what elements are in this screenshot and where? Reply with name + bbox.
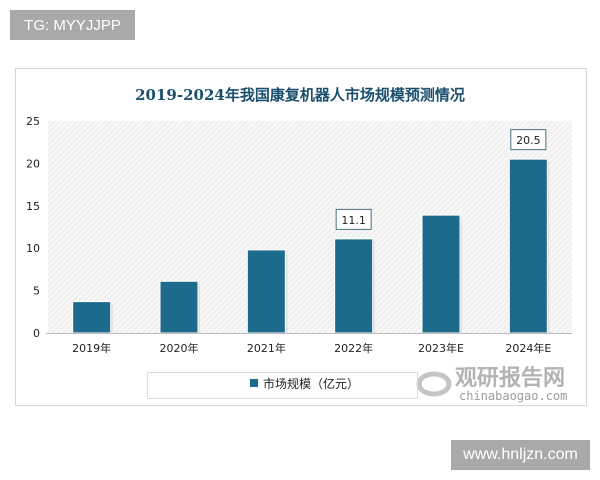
bar-2023年E bbox=[421, 214, 461, 334]
x-tick-label: 2019年 bbox=[72, 341, 111, 355]
y-tick-label: 20 bbox=[26, 157, 40, 170]
logo-swirl-icon bbox=[416, 371, 452, 397]
bar-2020年 bbox=[159, 280, 199, 334]
legend-label: 市场规模（亿元） bbox=[263, 376, 359, 391]
watermark-logo: 观研报告网 chinabaogao.com bbox=[416, 366, 567, 403]
watermark-logo-cn: 观研报告网 bbox=[455, 366, 565, 391]
x-tick-label: 2023年E bbox=[418, 341, 464, 355]
y-tick-label: 10 bbox=[26, 242, 40, 255]
watermark-logo-en: chinabaogao.com bbox=[459, 389, 567, 403]
chart-card bbox=[15, 68, 587, 406]
y-tick-label: 0 bbox=[33, 327, 40, 340]
watermark-tag-bottom-right: www.hnljzn.com bbox=[451, 440, 590, 470]
x-tick-label: 2022年 bbox=[334, 341, 373, 355]
bar-2022年 bbox=[334, 238, 374, 334]
data-label: 20.5 bbox=[516, 134, 541, 147]
y-tick-label: 25 bbox=[26, 115, 40, 128]
data-label: 11.1 bbox=[341, 214, 366, 227]
legend-box bbox=[147, 372, 418, 399]
watermark-tag-top-left: TG: MYYJJPP bbox=[10, 10, 135, 40]
y-tick-label: 5 bbox=[33, 285, 40, 298]
legend-swatch bbox=[250, 379, 258, 387]
data-label-box bbox=[510, 129, 547, 151]
plot-area bbox=[48, 121, 572, 333]
x-tick-label: 2024年E bbox=[505, 341, 551, 355]
x-tick-label: 2021年 bbox=[247, 341, 286, 355]
x-tick-label: 2020年 bbox=[160, 341, 199, 355]
data-label-box bbox=[335, 208, 372, 230]
bar-2024年E bbox=[508, 158, 548, 334]
y-tick-label: 15 bbox=[26, 200, 40, 213]
bar-2021年 bbox=[246, 249, 286, 334]
chart-title: 2019-2024年我国康复机器人市场规模预测情况 bbox=[135, 86, 465, 104]
bar-2019年 bbox=[72, 301, 112, 334]
